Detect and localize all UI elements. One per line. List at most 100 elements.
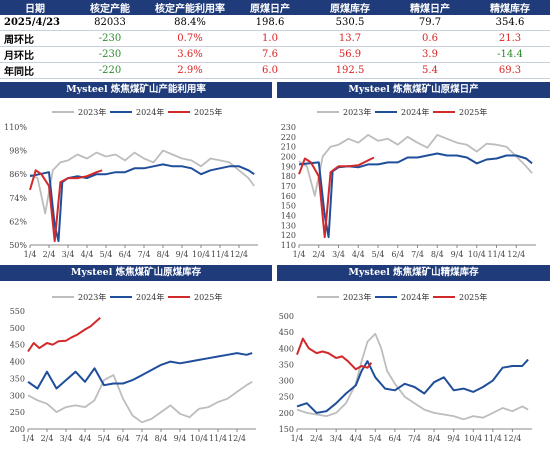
x-tick-label: 4/4 <box>352 250 365 259</box>
cell-raw-stock: 192.5 <box>310 62 390 79</box>
header-raw-daily: 原煤日产 <box>230 0 310 15</box>
y-tick-label: 74% <box>9 194 27 203</box>
series-line-2025年 <box>29 169 103 243</box>
y-tick-label: 210 <box>281 143 296 152</box>
cell-clean-daily: 79.7 <box>390 15 470 31</box>
summary-row: 年同比 -220 2.9% 6.0 192.5 5.4 69.3 <box>0 62 550 79</box>
cell-raw-stock: 56.9 <box>310 46 390 63</box>
legend-label: 2025年 <box>194 292 222 302</box>
series-line-2024年 <box>27 352 253 390</box>
x-tick-label: 2/4 <box>41 434 54 443</box>
x-tick-label: 3/4 <box>330 434 343 443</box>
chart-title-utilization: Mysteel 炼焦煤矿山产能利用率 <box>0 82 272 98</box>
header-clean-stock: 精煤库存 <box>470 0 550 15</box>
cell-clean-stock: 69.3 <box>470 62 550 79</box>
y-tick-label: 180 <box>281 172 296 181</box>
header-capacity: 核定产能 <box>70 0 150 15</box>
chart-title-raw-daily: Mysteel 炼焦煤矿山原煤日产 <box>277 82 550 98</box>
x-tick-label: 12/4 <box>503 434 521 443</box>
chart-raw-daily: 2023年 2024年 2025年1101201301401501601701801… <box>281 107 536 259</box>
x-tick-label: 4/4 <box>349 434 362 443</box>
x-tick-label: 5/4 <box>369 434 382 443</box>
cell-capacity: -230 <box>70 30 150 47</box>
cell-capacity: -230 <box>70 46 150 63</box>
legend-label: 2024年 <box>136 292 164 302</box>
x-tick-label: 12/4 <box>228 434 246 443</box>
x-tick-label: 1/4 <box>293 250 306 259</box>
x-tick-label: 7/4 <box>408 434 421 443</box>
y-tick-label: 200 <box>279 409 294 418</box>
y-tick-label: 200 <box>281 153 296 162</box>
x-tick-label: 5/4 <box>372 250 385 259</box>
y-tick-label: 110 <box>281 241 296 250</box>
x-tick-label: 8/4 <box>157 250 170 259</box>
summary-row: 2025/4/23 82033 88.4% 198.6 530.5 79.7 354.6 <box>0 15 550 31</box>
series-line-2023年 <box>27 374 253 424</box>
y-tick-label: 450 <box>279 328 294 337</box>
y-tick-label: 400 <box>10 358 25 367</box>
cell-utilization: 2.9% <box>150 62 230 79</box>
y-tick-label: 500 <box>10 324 25 333</box>
series-line-2025年 <box>27 316 101 353</box>
legend-label: 2023年 <box>343 292 371 302</box>
summary-row: 周环比 -230 0.7% 1.0 13.7 0.6 21.3 <box>0 30 550 47</box>
summary-row: 月环比 -230 3.6% 7.6 56.9 3.9 -14.4 <box>0 46 550 63</box>
y-tick-label: 110% <box>4 123 27 132</box>
cell-clean-daily: 3.9 <box>390 46 470 63</box>
cell-raw-daily: 1.0 <box>230 30 310 47</box>
header-date: 日期 <box>0 0 70 15</box>
series-line-2023年 <box>298 134 533 197</box>
y-tick-label: 86% <box>9 170 27 179</box>
cell-raw-daily: 7.6 <box>230 46 310 63</box>
y-tick-label: 220 <box>281 133 296 142</box>
row-label: 月环比 <box>0 46 70 63</box>
y-tick-label: 550 <box>10 307 25 316</box>
x-tick-label: 10/4 <box>190 434 208 443</box>
y-tick-label: 150 <box>279 425 294 434</box>
y-tick-label: 230 <box>281 123 296 132</box>
y-tick-label: 250 <box>279 393 294 402</box>
y-tick-label: 200 <box>10 425 25 434</box>
y-tick-label: 62% <box>9 217 27 226</box>
x-tick-label: 10/4 <box>468 250 486 259</box>
series-line-2025年 <box>298 156 375 239</box>
chart-clean-stock: 2023年 2024年 2025年 150 200 250 300 350 400 450 500 1… <box>279 292 532 443</box>
x-tick-label: 12/4 <box>507 250 525 259</box>
x-tick-label: 11/4 <box>488 250 506 259</box>
x-tick-label: 11/4 <box>209 434 227 443</box>
cell-capacity: 82033 <box>70 15 150 31</box>
chart-title-clean-stock: Mysteel 炼焦煤矿山精煤库存 <box>277 265 550 281</box>
y-tick-label: 98% <box>9 147 27 156</box>
x-tick-label: 12/4 <box>230 250 248 259</box>
x-tick-label: 10/4 <box>464 434 482 443</box>
legend-label: 2025年 <box>194 107 222 117</box>
legend-label: 2024年 <box>401 292 429 302</box>
x-tick-label: 9/4 <box>174 434 187 443</box>
y-tick-label: 250 <box>10 408 25 417</box>
x-tick-label: 1/4 <box>291 434 304 443</box>
cell-raw-stock: 530.5 <box>310 15 390 31</box>
x-tick-label: 9/4 <box>447 434 460 443</box>
x-tick-label: 5/4 <box>100 250 113 259</box>
x-tick-label: 7/4 <box>136 434 149 443</box>
legend-label: 2025年 <box>459 107 487 117</box>
y-tick-label: 190 <box>281 162 296 171</box>
x-tick-label: 1/4 <box>22 434 35 443</box>
cell-clean-stock: 354.6 <box>470 15 550 31</box>
x-tick-label: 6/4 <box>119 250 132 259</box>
y-tick-label: 170 <box>281 182 296 191</box>
y-tick-label: 300 <box>10 391 25 400</box>
header-utilization: 核定产能利用率 <box>150 0 230 15</box>
x-tick-label: 10/4 <box>192 250 210 259</box>
legend-label: 2024年 <box>136 107 164 117</box>
y-tick-label: 500 <box>279 312 294 321</box>
chart-raw-stock: 2023年 2024年 2025年 200 250 300 350 400 450 500 550 1… <box>10 292 256 443</box>
legend-label: 2025年 <box>459 292 487 302</box>
series-line-2023年 <box>29 149 255 215</box>
cell-clean-daily: 0.6 <box>390 30 470 47</box>
cell-capacity: -220 <box>70 62 150 79</box>
series-line-2024年 <box>298 152 533 239</box>
x-tick-label: 4/4 <box>79 434 92 443</box>
x-tick-label: 9/4 <box>451 250 464 259</box>
x-tick-label: 4/4 <box>81 250 94 259</box>
